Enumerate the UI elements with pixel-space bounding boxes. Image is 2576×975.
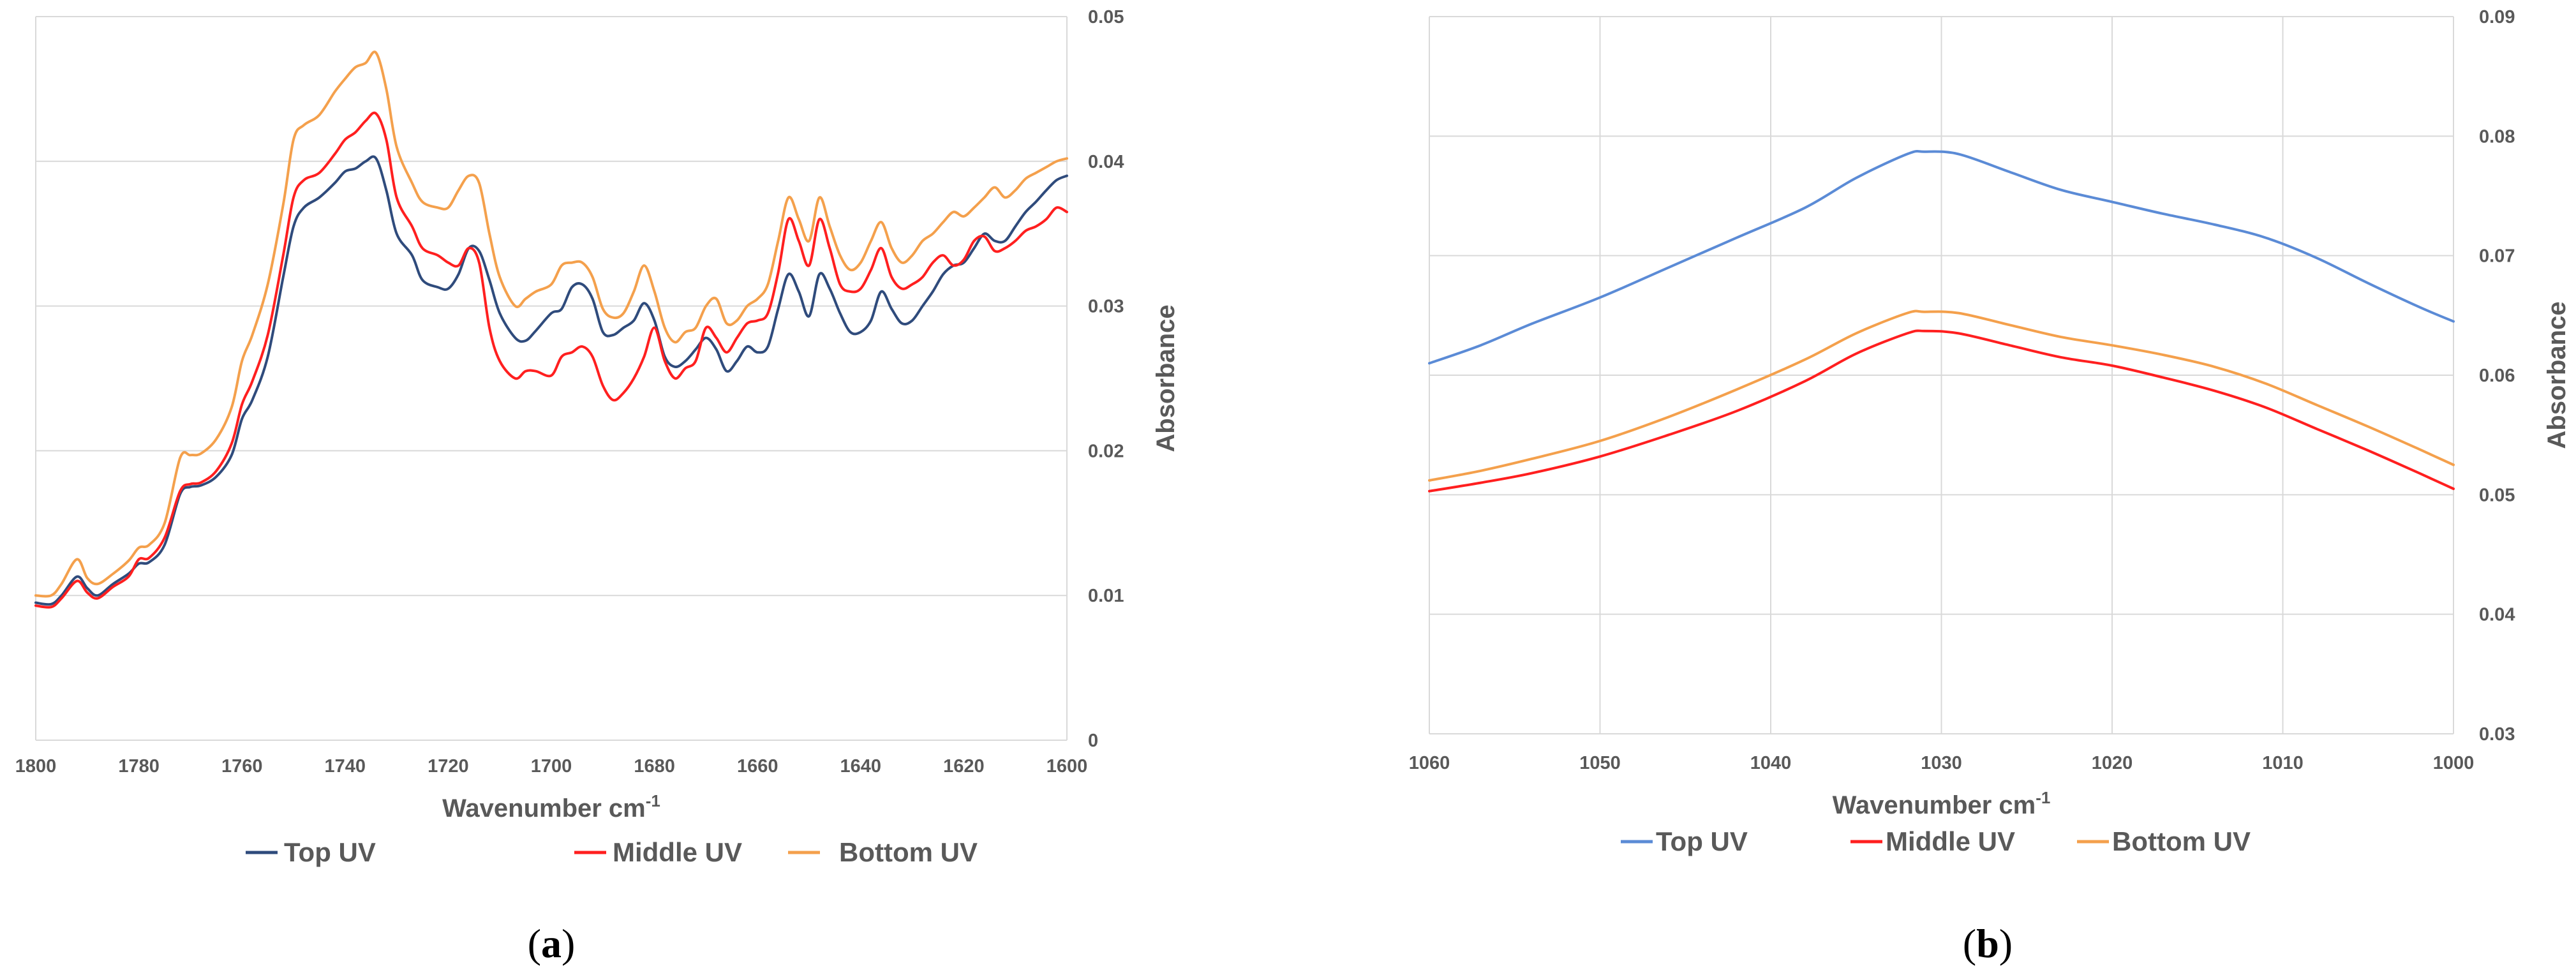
legend-label: Bottom UV <box>2112 826 2251 856</box>
legend-label: Middle UV <box>613 837 742 867</box>
panel-label: (a) <box>528 921 576 966</box>
panel-label-close: ) <box>562 921 575 966</box>
y-tick-label: 0.03 <box>1088 297 1124 317</box>
y-tick-label: 0 <box>1088 731 1098 751</box>
x-tick-label: 1050 <box>1579 753 1621 773</box>
y-tick-label: 0.04 <box>1088 152 1124 172</box>
panel-label-open: ( <box>528 921 541 966</box>
y-axis-title: Absorbance <box>1152 304 1180 452</box>
series-line-bottom-uv <box>34 50 1068 598</box>
x-tick-label: 1640 <box>840 756 882 777</box>
y-tick-label: 0.07 <box>2479 246 2515 267</box>
x-tick-label: 1740 <box>325 756 366 777</box>
x-tick-label: 1680 <box>634 756 675 777</box>
x-tick-label: 1020 <box>2092 753 2133 773</box>
legend-label: Middle UV <box>1886 826 2015 856</box>
x-tick-label: 1620 <box>943 756 985 777</box>
y-tick-label: 0.05 <box>1088 7 1124 27</box>
series-line-middle-uv <box>34 111 1068 609</box>
series-line-top-uv <box>34 155 1068 606</box>
x-tick-label: 1600 <box>1046 756 1088 777</box>
x-axis-title: Wavenumber cm-1 <box>1833 788 2051 819</box>
panel-label-close: ) <box>1999 921 2013 966</box>
x-axis-title: Wavenumber cm-1 <box>442 791 660 822</box>
x-tick-label: 1010 <box>2262 753 2304 773</box>
x-tick-label: 1060 <box>1409 753 1450 773</box>
y-tick-label: 0.02 <box>1088 441 1124 461</box>
x-tick-label: 1030 <box>1921 753 1962 773</box>
y-tick-label: 0.06 <box>2479 366 2515 386</box>
series-line-middle-uv <box>1428 329 2455 493</box>
panel-label: (b) <box>1963 921 2013 966</box>
x-tick-label: 1760 <box>221 756 263 777</box>
y-tick-label: 0.04 <box>2479 605 2515 625</box>
series-line-bottom-uv <box>1428 309 2455 482</box>
y-tick-label: 0.03 <box>2479 724 2515 745</box>
x-axis-title-superscript: -1 <box>646 791 660 810</box>
x-tick-label: 1780 <box>118 756 160 777</box>
y-axis-title: Absorbance <box>2543 301 2571 449</box>
x-axis-title-text: Wavenumber cm <box>1833 791 2036 819</box>
x-axis-title-superscript: -1 <box>2036 788 2050 807</box>
legend-label: Top UV <box>284 837 376 867</box>
x-axis-title-text: Wavenumber cm <box>442 794 646 822</box>
series-line-top-uv <box>1428 150 2455 365</box>
y-tick-label: 0.01 <box>1088 586 1124 606</box>
x-tick-label: 1040 <box>1750 753 1792 773</box>
x-tick-label: 1720 <box>428 756 469 777</box>
y-tick-label: 0.09 <box>2479 7 2515 27</box>
chart-a: 1800 1780 1760 1740 1720 1700 1680 1660 1640 1620… <box>15 7 1180 966</box>
legend-label: Top UV <box>1656 826 1748 856</box>
legend-label: Bottom UV <box>839 837 978 867</box>
x-tick-label: 1000 <box>2433 753 2475 773</box>
x-tick-label: 1700 <box>531 756 572 777</box>
y-tick-label: 0.05 <box>2479 485 2515 505</box>
x-tick-label: 1660 <box>737 756 778 777</box>
x-tick-label: 1800 <box>15 756 57 777</box>
y-tick-label: 0.08 <box>2479 126 2515 147</box>
panel-label-open: ( <box>1963 921 1976 966</box>
panel-label-letter: b <box>1976 921 1999 966</box>
panel-label-letter: a <box>541 921 562 966</box>
